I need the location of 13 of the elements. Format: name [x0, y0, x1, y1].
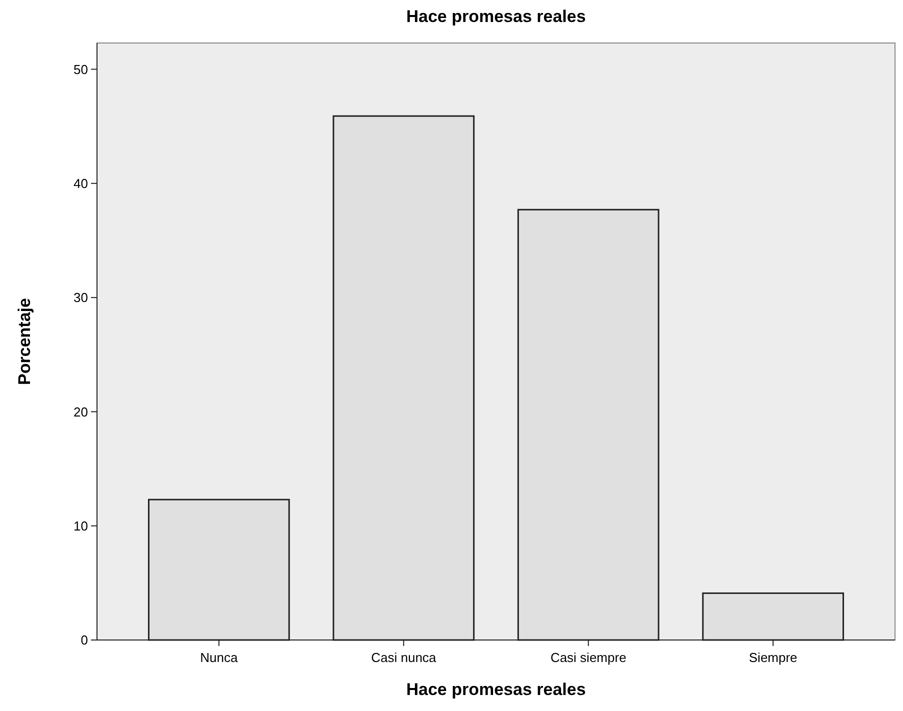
x-tick-label: Casi nunca: [371, 650, 437, 665]
y-tick-label: 50: [74, 62, 88, 77]
x-tick-label: Nunca: [200, 650, 238, 665]
y-axis-title: Porcentaje: [15, 298, 34, 385]
chart-title: Hace promesas reales: [406, 7, 586, 26]
x-tick-label: Casi siempre: [550, 650, 626, 665]
x-axis-title: Hace promesas reales: [406, 680, 586, 699]
y-tick-label: 30: [74, 290, 88, 306]
y-tick-label: 0: [80, 632, 88, 648]
x-tick-label: Siempre: [748, 650, 798, 665]
y-tick-label: 10: [74, 518, 88, 534]
y-tick-label: 20: [74, 404, 88, 420]
y-tick-label: 40: [74, 176, 88, 191]
